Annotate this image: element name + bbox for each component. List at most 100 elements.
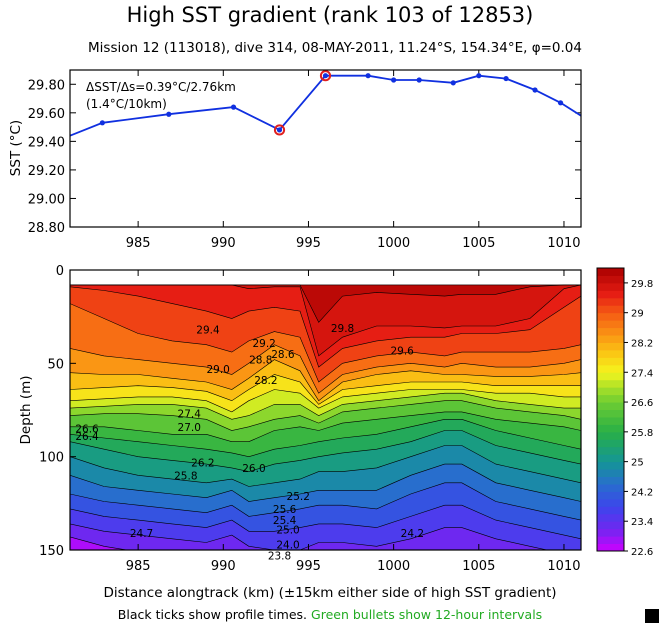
colorbar-swatch bbox=[597, 282, 624, 291]
isotherm-line bbox=[70, 392, 581, 420]
sst-x-tick-label: 995 bbox=[296, 236, 321, 251]
colorbar-label: 28.2 bbox=[631, 338, 653, 349]
colorbar-swatch bbox=[597, 506, 624, 515]
section-plot-frame bbox=[69, 269, 582, 551]
isotherm-line bbox=[70, 389, 581, 413]
colorbar-label: 23.4 bbox=[631, 517, 653, 528]
contour-label: 29.0 bbox=[206, 364, 229, 376]
distance-tick-label: 1000 bbox=[377, 559, 410, 574]
depth-label: Depth (m) bbox=[18, 375, 34, 444]
depth-axis: 0 50 100 150 bbox=[39, 264, 76, 559]
colorbar-label: 29 bbox=[631, 309, 644, 320]
distance-tick-label: 990 bbox=[211, 559, 236, 574]
colorbar-swatch bbox=[597, 364, 624, 373]
isotherm-line bbox=[70, 523, 549, 550]
isotherm-line bbox=[70, 463, 581, 502]
colorbar-swatch bbox=[597, 342, 624, 351]
contour-label: 28.2 bbox=[254, 375, 277, 387]
colorbar-swatch bbox=[597, 498, 624, 507]
colorbar-swatch bbox=[597, 394, 624, 403]
colorbar-swatch bbox=[597, 521, 624, 530]
depth-tick-label: 150 bbox=[39, 544, 64, 559]
isotherm-line bbox=[70, 419, 581, 458]
sst-point bbox=[365, 73, 371, 79]
isotherm-line bbox=[70, 374, 581, 405]
colorbar-swatch bbox=[597, 446, 624, 455]
colorbar-swatch bbox=[597, 416, 624, 425]
sst-y-tick-label: 29.40 bbox=[28, 135, 65, 150]
gradient-annotation: ΔSST/Δs=0.39°C/2.76km bbox=[86, 80, 236, 94]
isotherm-line bbox=[70, 482, 581, 521]
colorbar-swatch bbox=[597, 461, 624, 470]
contour-label: 24.0 bbox=[276, 539, 299, 551]
footer-green-text: Green bullets show 12-hour intervals bbox=[311, 607, 542, 622]
colorbar-swatch bbox=[597, 513, 624, 522]
colorbar-label: 29.8 bbox=[631, 279, 653, 290]
sst-x-tick-label: 990 bbox=[211, 236, 236, 251]
sst-y-tick-label: 29.00 bbox=[28, 192, 65, 207]
sst-x-tick-label: 1005 bbox=[462, 236, 495, 251]
distance-axis: 985 990 995 1000 1005 1010 bbox=[126, 270, 581, 574]
sst-y-label: SST (°C) bbox=[8, 120, 24, 176]
colorbar-swatch bbox=[597, 372, 624, 381]
colorbar-swatch bbox=[597, 357, 624, 366]
contour-labels: 29.4 29.2 29.0 28.828.6 28.2 29.8 29.6 27.427.0… bbox=[75, 323, 424, 563]
sst-x-tick-label: 1000 bbox=[377, 236, 410, 251]
distance-tick-label: 985 bbox=[126, 559, 151, 574]
contour-label: 25.6 bbox=[273, 504, 297, 516]
colorbar-swatch bbox=[597, 387, 624, 396]
sst-y-axis: 28.80 29.00 29.20 29.40 29.60 29.80 bbox=[28, 78, 581, 236]
sst-series bbox=[70, 70, 581, 137]
colorbar-swatch bbox=[597, 327, 624, 336]
colorbar-swatch bbox=[597, 454, 624, 463]
sst-y-tick-label: 29.20 bbox=[28, 164, 65, 179]
colorbar-label: 25.8 bbox=[631, 428, 653, 439]
colorbar-swatch bbox=[597, 528, 624, 537]
sst-point bbox=[391, 77, 397, 83]
distance-tick-label: 995 bbox=[296, 559, 321, 574]
sst-y-tick-label: 29.60 bbox=[28, 107, 65, 122]
sst-point bbox=[276, 127, 283, 133]
contour-label: 25.0 bbox=[276, 524, 299, 536]
colorbar-swatch bbox=[597, 543, 624, 552]
isotherm-line bbox=[70, 286, 581, 368]
colorbar-swatch bbox=[597, 424, 624, 433]
sst-point bbox=[416, 77, 422, 83]
colorbar-frame bbox=[596, 267, 625, 552]
sst-x-axis: 985 990 995 1000 1005 1010 bbox=[126, 70, 581, 251]
temperature-band bbox=[70, 523, 547, 550]
contour-label: 27.4 bbox=[178, 409, 202, 421]
footer-note: Black ticks show profile times. Green bu… bbox=[118, 607, 542, 622]
temperature-field bbox=[70, 270, 581, 550]
distance-tick-label: 1005 bbox=[462, 559, 495, 574]
colorbar-swatch bbox=[597, 402, 624, 410]
colorbar: 22.6 23.4 24.2 25 25.8 26.6 27.4 28.2 29 29.8 bbox=[596, 267, 653, 558]
sst-point bbox=[532, 87, 538, 93]
colorbar-swatch bbox=[597, 431, 624, 440]
sst-point bbox=[557, 100, 564, 106]
colorbar-swatch bbox=[597, 469, 624, 478]
sst-plot-area bbox=[70, 70, 581, 227]
contour-label: 28.6 bbox=[271, 349, 295, 361]
depth-tick-label: 50 bbox=[47, 357, 64, 372]
sst-point bbox=[166, 111, 172, 117]
temperature-section-panel: 29.4 29.2 29.0 28.828.6 28.2 29.8 29.6 27.427.0… bbox=[18, 264, 582, 601]
corner-square bbox=[645, 609, 659, 623]
isotherm-line bbox=[70, 359, 581, 402]
sst-point bbox=[230, 104, 237, 110]
colorbar-swatch bbox=[597, 483, 624, 492]
contour-label: 29.4 bbox=[196, 325, 220, 337]
colorbar-swatch bbox=[597, 305, 624, 314]
contour-label: 29.8 bbox=[331, 323, 354, 335]
sst-plot-frame bbox=[69, 69, 582, 228]
contour-label: 25.2 bbox=[287, 491, 310, 503]
contour-label: 25.8 bbox=[174, 470, 197, 482]
sst-x-tick-label: 1010 bbox=[547, 236, 580, 251]
colorbar-label: 26.6 bbox=[631, 398, 653, 409]
chart-subtitle: Mission 12 (113018), dive 314, 08-MAY-20… bbox=[88, 40, 582, 56]
sst-panel: 28.80 29.00 29.20 29.40 29.60 29.80 985 990 995… bbox=[8, 69, 582, 251]
isotherm-line bbox=[70, 504, 581, 540]
contour-label: 26.0 bbox=[242, 463, 265, 475]
contour-label: 25.4 bbox=[273, 515, 297, 527]
